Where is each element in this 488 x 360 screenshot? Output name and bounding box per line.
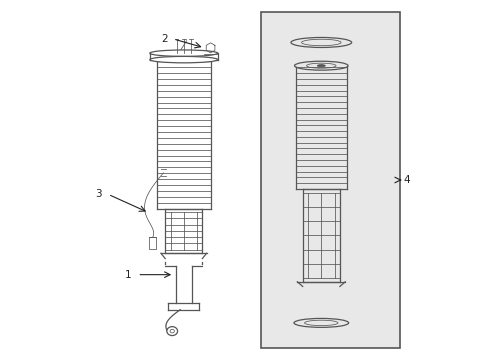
Bar: [260, 12, 399, 348]
Ellipse shape: [149, 50, 217, 57]
Ellipse shape: [306, 63, 335, 68]
Ellipse shape: [317, 64, 325, 67]
Ellipse shape: [170, 329, 174, 333]
Ellipse shape: [149, 57, 217, 63]
Ellipse shape: [290, 37, 351, 48]
Text: 4: 4: [403, 175, 409, 185]
Text: 2: 2: [161, 34, 167, 44]
Ellipse shape: [304, 320, 337, 325]
Text: 3: 3: [95, 189, 101, 199]
Ellipse shape: [294, 61, 347, 70]
Ellipse shape: [293, 319, 348, 327]
Text: 1: 1: [125, 270, 131, 280]
Ellipse shape: [301, 39, 340, 46]
Bar: [149, 237, 156, 249]
Ellipse shape: [166, 327, 177, 336]
